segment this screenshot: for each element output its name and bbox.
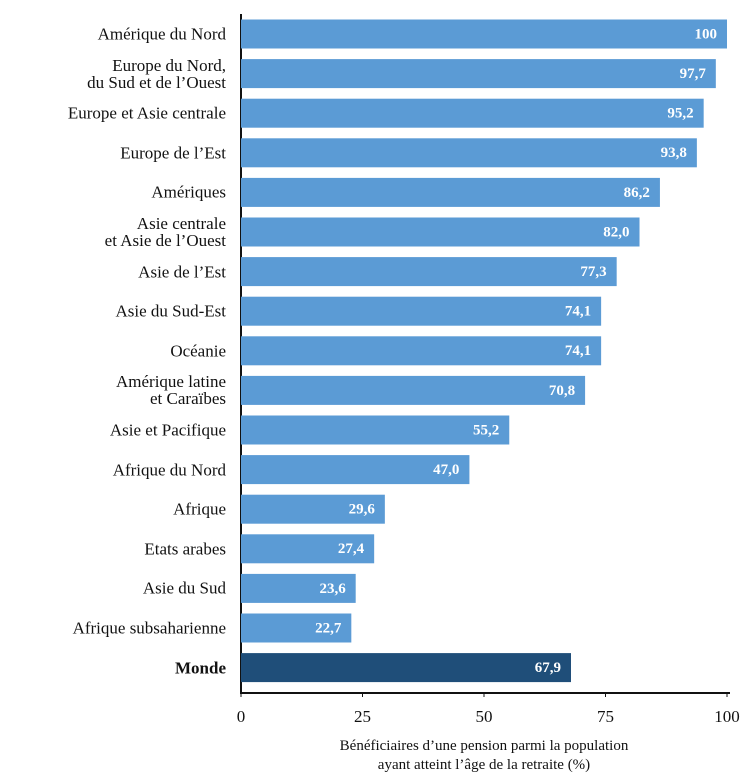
value-label: 70,8 [549, 383, 575, 399]
category-label: Amérique latine et Caraïbes [116, 372, 226, 409]
category-label: Afrique [173, 499, 226, 519]
category-label: Europe du Nord, du Sud et de l’Ouest [87, 55, 226, 92]
value-label: 67,9 [535, 660, 561, 676]
value-label: 23,6 [319, 581, 346, 597]
bar [241, 59, 716, 89]
value-label: 82,0 [603, 224, 629, 240]
category-label: Asie de l’Est [138, 262, 226, 282]
value-label: 29,6 [349, 502, 376, 518]
bar [241, 257, 617, 287]
bar [241, 375, 586, 405]
category-label: Océanie [170, 341, 226, 361]
bar [241, 455, 470, 485]
category-label: Asie centrale et Asie de l’Ouest [104, 214, 226, 250]
bar [241, 296, 602, 326]
category-label: Afrique subsaharienne [72, 618, 226, 638]
bar [241, 19, 727, 49]
category-label: Amériques [151, 182, 226, 202]
x-tick-label: 0 [237, 707, 246, 726]
bar [241, 573, 356, 603]
x-tick-label: 100 [714, 707, 740, 726]
category-label: Monde [175, 658, 226, 678]
x-axis-label: Bénéficiaires d’une pension parmi la pop… [339, 738, 629, 773]
value-label: 95,2 [667, 106, 693, 122]
category-label: Asie et Pacifique [109, 420, 226, 440]
category-label: Asie du Sud-Est [115, 301, 227, 321]
x-tick-label: 75 [597, 707, 614, 726]
category-label: Europe et Asie centrale [67, 103, 226, 123]
value-label: 22,7 [315, 620, 342, 636]
bar [241, 494, 385, 524]
bar [241, 415, 510, 445]
value-label: 74,1 [565, 304, 591, 320]
value-label: 27,4 [338, 541, 365, 557]
value-label: 93,8 [661, 145, 687, 161]
bar [241, 534, 375, 564]
bar [241, 217, 640, 247]
value-label: 74,1 [565, 343, 591, 359]
value-label: 47,0 [433, 462, 459, 478]
category-label: Europe de l’Est [120, 143, 226, 163]
bar [241, 336, 602, 366]
bar [241, 98, 704, 128]
category-label: Etats arabes [144, 539, 226, 559]
bar [241, 613, 352, 643]
value-label: 77,3 [580, 264, 606, 280]
x-tick-label: 50 [476, 707, 493, 726]
bar [241, 138, 697, 168]
x-tick-label: 25 [354, 707, 371, 726]
category-label: Afrique du Nord [112, 460, 226, 480]
value-label: 97,7 [680, 66, 707, 82]
value-label: 100 [695, 26, 718, 42]
bar [241, 177, 660, 207]
category-label: Asie du Sud [142, 578, 226, 598]
value-label: 86,2 [624, 185, 650, 201]
bar [241, 653, 571, 683]
value-label: 55,2 [473, 422, 499, 438]
category-label: Amérique du Nord [97, 24, 226, 44]
